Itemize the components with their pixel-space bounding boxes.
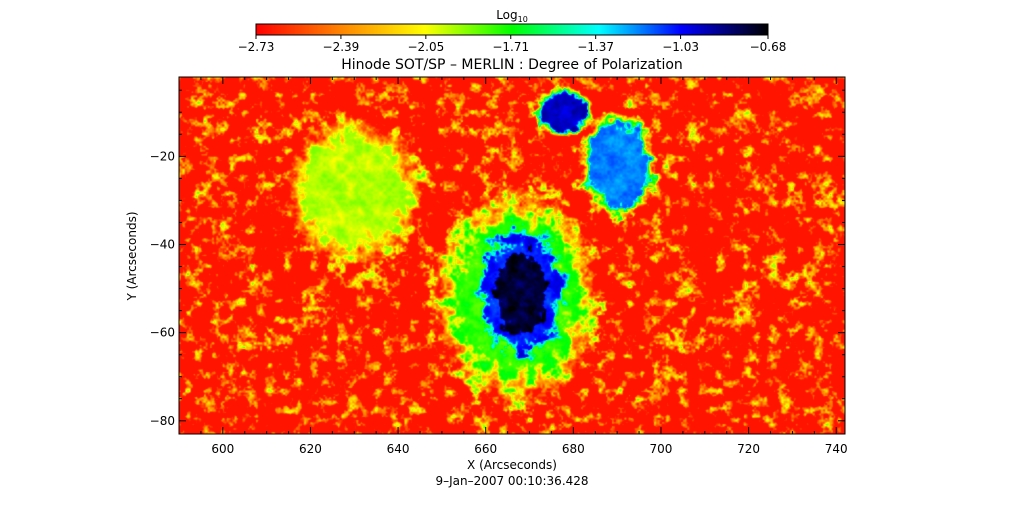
colorbar-title: Log10 [496,8,528,24]
colorbar: Log10 −2.73 −2.39 −2.05 −1.71 −1.37 −1.03 −0.6… [238,8,787,54]
chart-title: Hinode SOT/SP – MERLIN : Degree of Polar… [341,57,683,73]
y-axis: −80 −60 −40 −20 [150,89,845,428]
colorbar-tick-label: −1.37 [577,40,614,54]
x-axis-label: X (Arcseconds) [467,458,557,472]
colorbar-tick-label: −2.39 [323,40,360,54]
colorbar-tick-label: −1.03 [662,40,699,54]
y-tick-label: −80 [150,414,175,428]
colorbar-tick-label: −2.05 [407,40,444,54]
x-tick-label: 740 [825,442,848,456]
x-tick-label: 680 [562,442,585,456]
x-tick-label: 700 [650,442,673,456]
timestamp-subtitle: 9–Jan–2007 00:10:36.428 [435,474,588,488]
x-tick-label: 620 [299,442,322,456]
colorbar-tick-label: −2.73 [238,40,275,54]
y-tick-label: −20 [150,149,175,163]
x-tick-label: 720 [737,442,760,456]
x-tick-label: 600 [211,442,234,456]
y-tick-label: −40 [150,237,175,251]
x-axis: 600 620 640 660 680 700 720 740 [178,77,848,456]
y-tick-label: −60 [150,326,175,340]
colorbar-tick-label: −1.71 [492,40,529,54]
x-tick-label: 640 [387,442,410,456]
heatmap-image [179,77,845,434]
colorbar-tick-label: −0.68 [750,40,787,54]
colorbar-ticks: −2.73 −2.39 −2.05 −1.71 −1.37 −1.03 −0.68 [238,35,787,54]
y-axis-label: Y (Arcseconds) [125,211,139,301]
colorbar-gradient [255,23,769,36]
plot-frame [178,76,846,435]
x-tick-label: 660 [474,442,497,456]
